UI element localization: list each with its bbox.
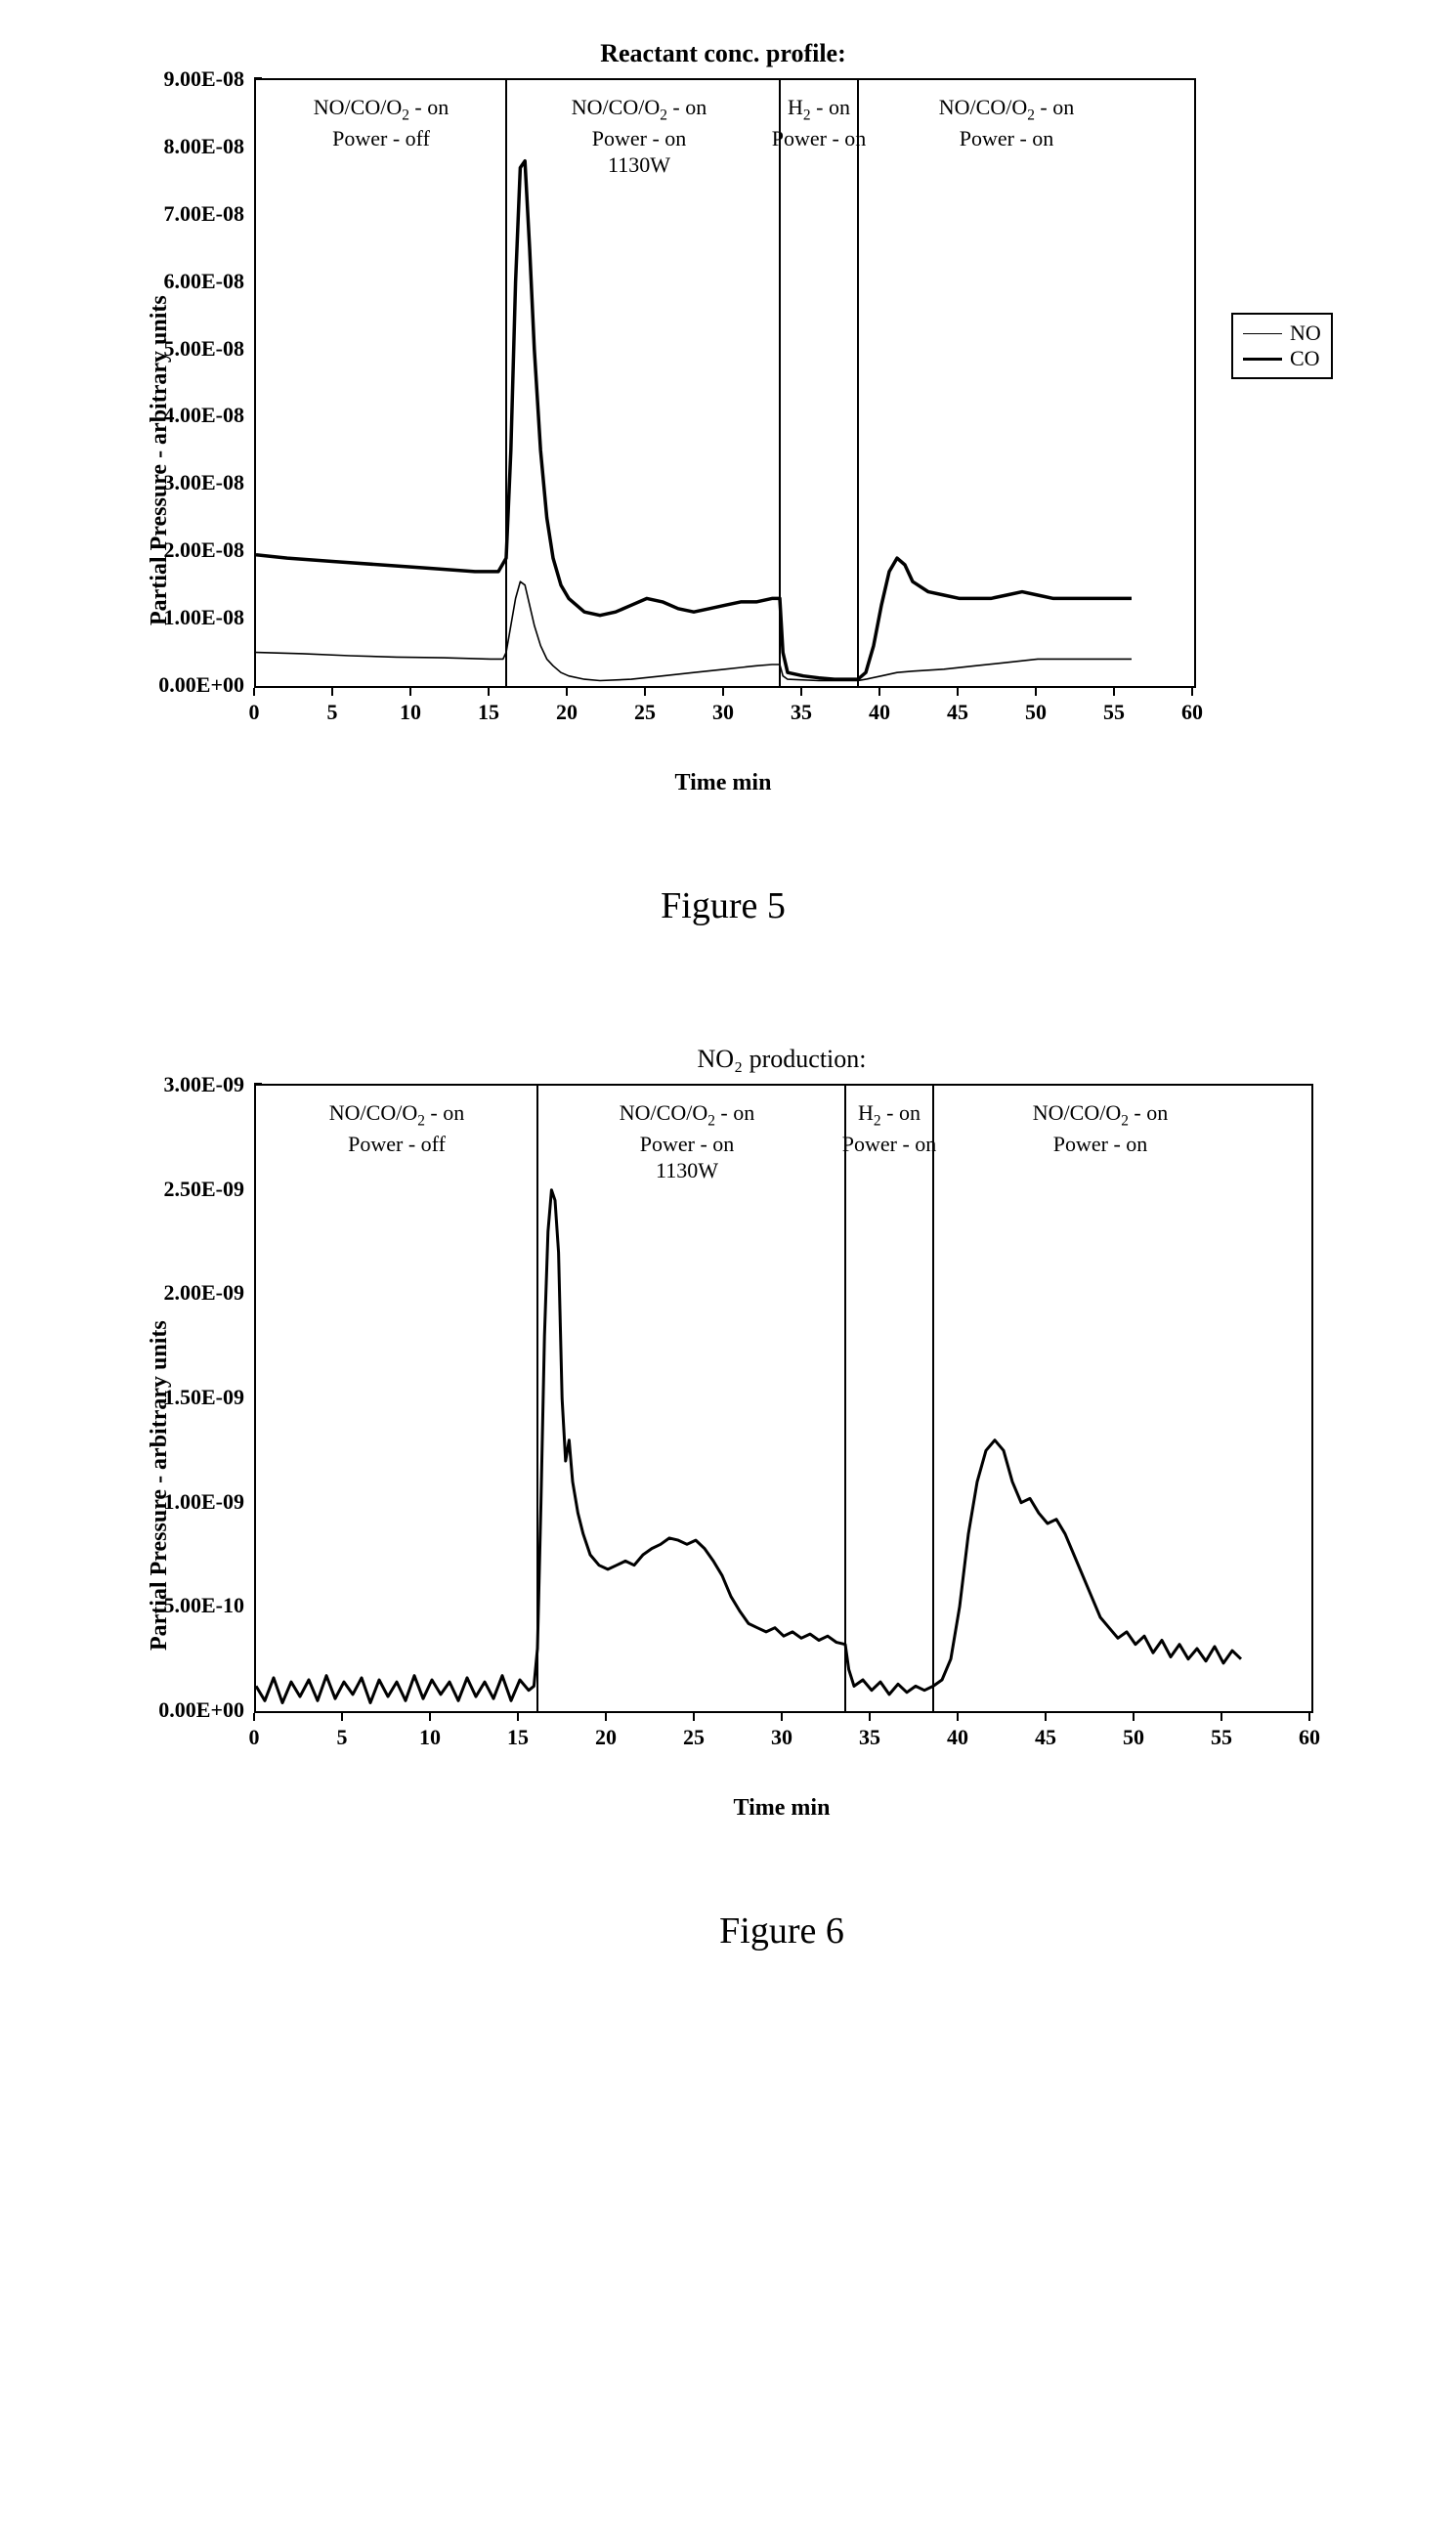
ytick-label: 1.00E-09 — [127, 1489, 244, 1515]
xtick-label: 35 — [859, 1725, 880, 1750]
figure5-caption: Figure 5 — [254, 884, 1192, 927]
xtick-label: 10 — [400, 700, 421, 725]
xtick-mark — [1113, 688, 1115, 696]
xtick-label: 40 — [947, 1725, 968, 1750]
xtick-mark — [253, 688, 255, 696]
xtick-mark — [488, 688, 490, 696]
ytick-label: 0.00E+00 — [127, 672, 244, 698]
ytick-label: 8.00E-08 — [127, 134, 244, 159]
xtick-label: 5 — [327, 700, 338, 725]
xtick-mark — [566, 688, 568, 696]
ytick-label: 4.00E-08 — [127, 403, 244, 428]
xtick-mark — [878, 688, 880, 696]
xtick-mark — [869, 1713, 871, 1721]
xtick-mark — [341, 1713, 343, 1721]
xtick-mark — [1191, 688, 1193, 696]
xtick-label: 15 — [507, 1725, 529, 1750]
figure6-title: NO₂ production: — [254, 1045, 1309, 1074]
xtick-mark — [331, 688, 333, 696]
xtick-mark — [693, 1713, 695, 1721]
xtick-mark — [429, 1713, 431, 1721]
xtick-label: 50 — [1123, 1725, 1144, 1750]
xtick-mark — [957, 1713, 959, 1721]
xtick-mark — [1220, 1713, 1222, 1721]
xtick-label: 20 — [595, 1725, 617, 1750]
ytick-label: 2.00E-08 — [127, 537, 244, 563]
xtick-label: 45 — [947, 700, 968, 725]
ytick-label: 3.00E-09 — [127, 1072, 244, 1097]
xtick-mark — [253, 1713, 255, 1721]
xtick-label: 30 — [771, 1725, 792, 1750]
xtick-mark — [1308, 1713, 1310, 1721]
legend-swatch-no — [1243, 333, 1282, 334]
ytick-label: 6.00E-08 — [127, 269, 244, 294]
xtick-mark — [1045, 1713, 1047, 1721]
xtick-label: 55 — [1103, 700, 1125, 725]
ytick-label: 7.00E-08 — [127, 201, 244, 227]
series-co — [256, 161, 1132, 679]
xtick-label: 5 — [337, 1725, 348, 1750]
ytick-label: 1.50E-09 — [127, 1385, 244, 1410]
ytick-label: 3.00E-08 — [127, 470, 244, 495]
page: Reactant conc. profile: Partial Pressure… — [0, 0, 1456, 2109]
xtick-label: 10 — [419, 1725, 441, 1750]
xtick-mark — [517, 1713, 519, 1721]
ytick-label: 2.50E-09 — [127, 1177, 244, 1202]
xtick-mark — [781, 1713, 783, 1721]
ytick-label: 5.00E-08 — [127, 336, 244, 362]
xtick-label: 60 — [1299, 1725, 1320, 1750]
figure6-xlabel: Time min — [254, 1795, 1309, 1822]
xtick-label: 35 — [791, 700, 812, 725]
ytick-label: 9.00E-08 — [127, 66, 244, 92]
legend-row-no: NO — [1243, 321, 1321, 346]
xtick-label: 40 — [869, 700, 890, 725]
xtick-label: 15 — [478, 700, 499, 725]
figure-6-block: NO₂ production: Partial Pressure - arbit… — [117, 1045, 1388, 1953]
xtick-mark — [800, 688, 802, 696]
xtick-mark — [644, 688, 646, 696]
xtick-mark — [605, 1713, 607, 1721]
ytick-label: 0.00E+00 — [127, 1697, 244, 1723]
figure5-legend: NO CO — [1231, 313, 1333, 379]
figure6-caption: Figure 6 — [254, 1910, 1309, 1953]
xtick-mark — [1035, 688, 1037, 696]
xtick-mark — [957, 688, 959, 696]
figure6-svg — [256, 1086, 1311, 1711]
xtick-mark — [409, 688, 411, 696]
xtick-label: 0 — [249, 700, 260, 725]
xtick-label: 60 — [1181, 700, 1203, 725]
legend-swatch-co — [1243, 358, 1282, 361]
xtick-label: 55 — [1211, 1725, 1232, 1750]
xtick-label: 20 — [556, 700, 578, 725]
figure5-plot-area: NO/CO/O2 - onPower - offNO/CO/O2 - onPow… — [254, 78, 1196, 688]
figure6-plot-area: NO/CO/O2 - onPower - offNO/CO/O2 - onPow… — [254, 1084, 1313, 1713]
ytick-label: 5.00E-10 — [127, 1593, 244, 1618]
xtick-label: 0 — [249, 1725, 260, 1750]
xtick-mark — [1133, 1713, 1135, 1721]
xtick-label: 25 — [683, 1725, 705, 1750]
legend-label-no: NO — [1290, 321, 1321, 346]
legend-row-co: CO — [1243, 346, 1321, 371]
figure-5-block: Reactant conc. profile: Partial Pressure… — [117, 39, 1290, 927]
figure5-svg — [256, 80, 1194, 686]
figure5-xlabel: Time min — [254, 770, 1192, 796]
ytick-label: 2.00E-09 — [127, 1280, 244, 1306]
legend-label-co: CO — [1290, 346, 1320, 371]
xtick-mark — [722, 688, 724, 696]
ytick-label: 1.00E-08 — [127, 605, 244, 630]
xtick-label: 30 — [712, 700, 734, 725]
xtick-label: 45 — [1035, 1725, 1056, 1750]
xtick-label: 25 — [634, 700, 656, 725]
figure5-title: Reactant conc. profile: — [254, 39, 1192, 68]
xtick-label: 50 — [1025, 700, 1047, 725]
series-no2 — [256, 1190, 1241, 1703]
